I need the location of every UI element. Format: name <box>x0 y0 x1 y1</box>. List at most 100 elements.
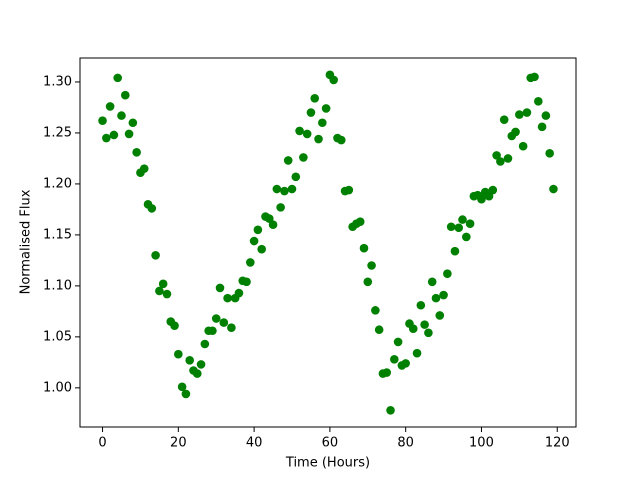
data-point <box>268 220 278 230</box>
data-point <box>283 156 293 165</box>
x-tick-label: 40 <box>246 436 263 451</box>
data-point <box>253 225 263 235</box>
data-point <box>541 111 551 120</box>
data-point <box>386 405 395 415</box>
y-tick-label: 1.10 <box>43 278 72 293</box>
data-point <box>522 108 532 117</box>
data-point <box>537 122 547 132</box>
data-point <box>393 337 403 347</box>
data-point <box>533 97 543 106</box>
data-point <box>181 389 191 399</box>
data-point <box>431 293 441 303</box>
data-point <box>545 149 554 158</box>
plot-frame <box>79 57 577 428</box>
data-point <box>446 222 456 232</box>
data-point <box>488 185 498 195</box>
data-point <box>219 318 229 327</box>
data-point <box>196 360 206 369</box>
data-point <box>518 141 528 151</box>
data-point <box>208 326 217 336</box>
data-point <box>450 246 460 256</box>
data-point <box>454 223 464 233</box>
data-point <box>246 258 255 267</box>
data-point <box>109 130 119 140</box>
data-point <box>272 184 282 194</box>
data-point <box>515 110 524 119</box>
data-point <box>318 118 327 128</box>
data-point <box>98 116 107 126</box>
data-point <box>147 204 157 213</box>
y-tick-label: 1.05 <box>43 329 72 344</box>
data-point <box>363 277 373 287</box>
x-tick-label: 0 <box>98 436 106 451</box>
data-point <box>124 129 134 139</box>
data-point <box>223 293 232 303</box>
data-point <box>306 108 316 117</box>
data-point <box>511 127 520 137</box>
data-point <box>174 349 183 359</box>
y-tick-label: 1.00 <box>43 380 72 395</box>
data-point <box>117 111 126 120</box>
y-tick-label: 1.25 <box>43 125 72 140</box>
data-point <box>416 300 426 310</box>
data-point <box>162 289 172 299</box>
data-point <box>530 72 539 82</box>
data-point <box>336 135 346 145</box>
data-point <box>344 185 354 195</box>
data-point <box>120 90 130 100</box>
data-point <box>302 129 312 139</box>
data-point <box>408 324 418 334</box>
x-tick-label: 120 <box>545 436 570 451</box>
data-point <box>170 321 179 330</box>
data-point <box>276 203 285 212</box>
data-point <box>390 354 399 364</box>
data-point <box>314 134 323 144</box>
data-point <box>215 283 225 293</box>
data-point <box>177 382 187 392</box>
data-point <box>299 153 308 162</box>
data-point <box>401 359 410 368</box>
data-point <box>102 133 111 143</box>
data-point <box>139 164 149 173</box>
data-point <box>249 236 259 246</box>
data-point <box>280 186 289 196</box>
data-point <box>105 102 115 111</box>
data-point <box>427 277 437 287</box>
data-point <box>443 269 452 278</box>
data-point <box>462 232 471 242</box>
data-point <box>503 154 513 163</box>
y-axis-label: Normalised Flux <box>19 189 34 294</box>
data-point <box>227 323 236 332</box>
x-tick-label: 20 <box>170 436 187 451</box>
data-point <box>439 290 448 300</box>
y-tick-label: 1.20 <box>43 176 72 191</box>
data-point <box>367 261 376 270</box>
y-tick-label: 1.30 <box>43 74 72 89</box>
data-point <box>458 215 467 224</box>
x-tick-label: 60 <box>322 436 339 451</box>
data-point <box>158 279 168 289</box>
data-point <box>321 104 331 113</box>
data-point <box>132 148 141 157</box>
data-point <box>242 277 251 287</box>
data-point <box>355 217 365 226</box>
data-point <box>371 306 380 315</box>
data-point <box>549 184 558 194</box>
data-point <box>329 75 338 85</box>
y-tick-label: 1.15 <box>43 227 72 242</box>
data-point <box>424 328 433 338</box>
data-point <box>374 325 384 335</box>
data-point <box>185 356 194 365</box>
data-point <box>359 243 369 253</box>
data-point <box>477 194 486 204</box>
data-point <box>465 219 475 228</box>
data-point <box>200 339 210 349</box>
x-tick-label: 100 <box>469 436 494 451</box>
data-point <box>113 73 123 83</box>
data-point <box>310 93 320 103</box>
data-point <box>155 286 164 296</box>
data-point <box>234 288 244 298</box>
data-point <box>412 348 422 358</box>
x-tick-label: 80 <box>397 436 414 451</box>
